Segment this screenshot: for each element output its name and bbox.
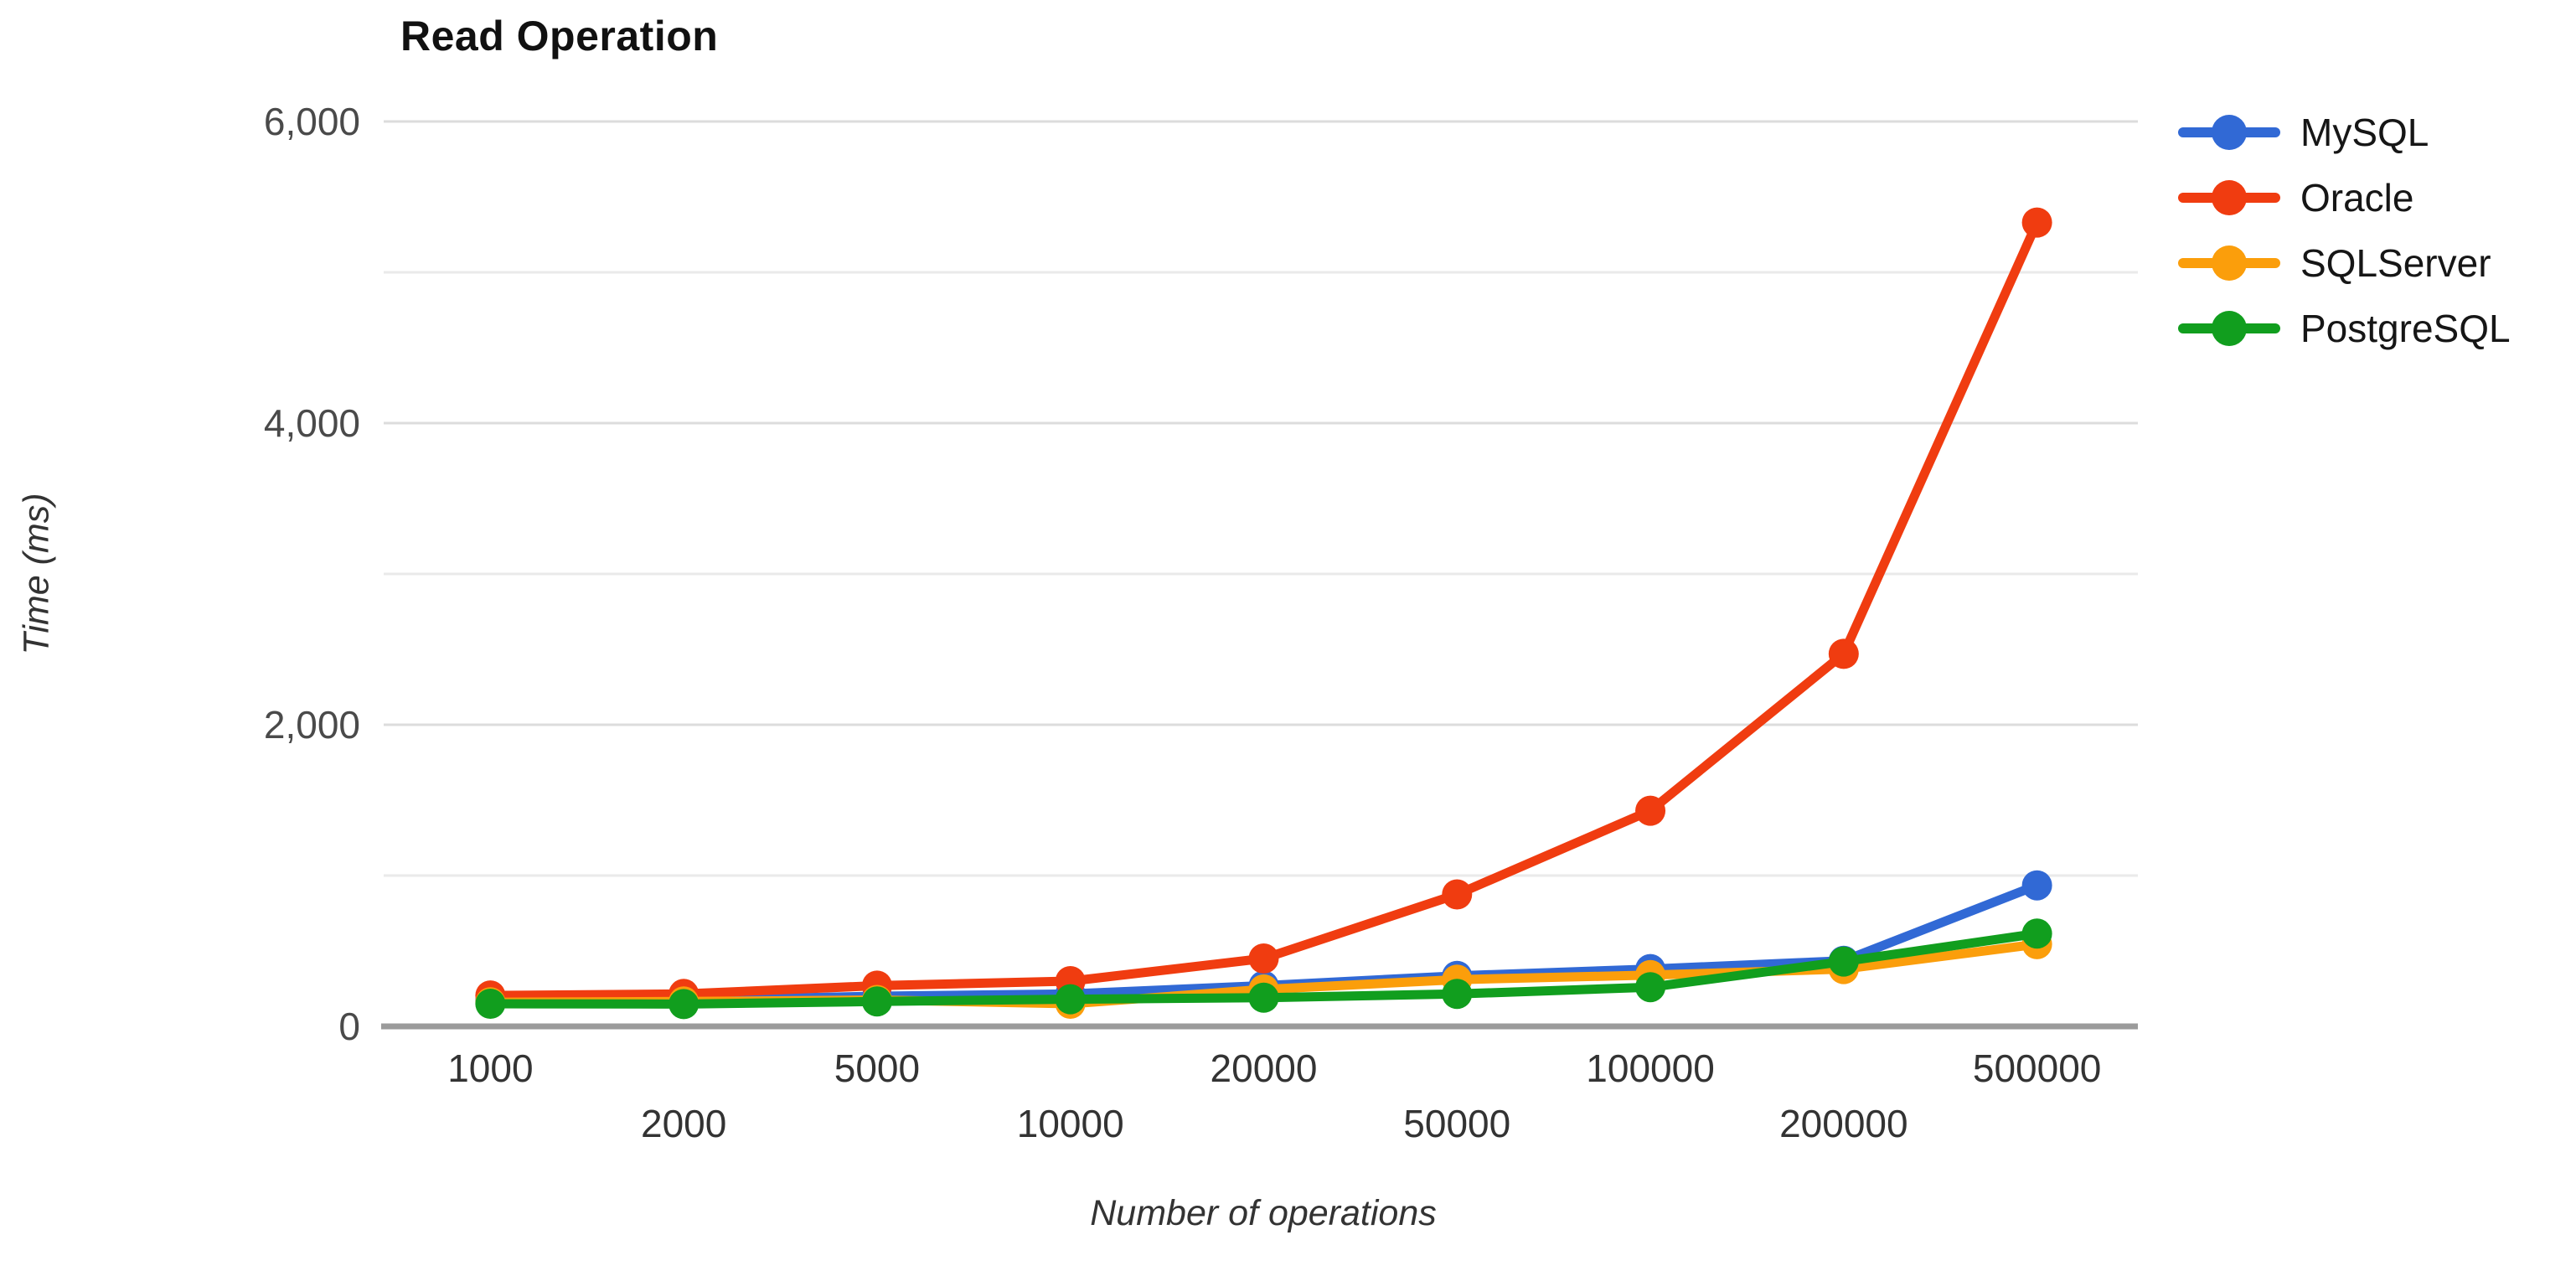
data-point-oracle-20000[interactable] <box>1248 943 1279 974</box>
legend-dot-icon <box>2212 311 2247 346</box>
x-tick-label-100000: 100000 <box>1586 1046 1715 1090</box>
data-point-postgresql-50000[interactable] <box>1442 979 1473 1010</box>
legend-dot-icon <box>2212 180 2247 215</box>
y-tick-label-2000: 2,000 <box>263 703 360 747</box>
legend-item-postgresql[interactable]: PostgreSQL <box>2178 307 2511 350</box>
x-tick-label-1000: 1000 <box>447 1046 534 1090</box>
data-point-postgresql-20000[interactable] <box>1248 982 1279 1013</box>
y-tick-label-6000: 6,000 <box>263 100 360 143</box>
x-tick-label-20000: 20000 <box>1210 1046 1318 1090</box>
data-point-oracle-500000[interactable] <box>2021 207 2052 238</box>
legend-dot-icon <box>2212 245 2247 281</box>
data-point-postgresql-5000[interactable] <box>861 986 892 1017</box>
x-tick-label-2000: 2000 <box>640 1102 727 1145</box>
legend-label-sqlserver: SQLServer <box>2300 241 2491 285</box>
data-point-oracle-100000[interactable] <box>1635 795 1666 826</box>
data-point-postgresql-10000[interactable] <box>1055 984 1086 1015</box>
data-point-postgresql-2000[interactable] <box>669 989 699 1020</box>
data-point-postgresql-1000[interactable] <box>475 989 506 1019</box>
legend-label-oracle: Oracle <box>2300 176 2414 220</box>
legend-line-icon <box>2178 311 2280 346</box>
x-tick-label-200000: 200000 <box>1779 1102 1908 1145</box>
data-point-postgresql-100000[interactable] <box>1635 972 1666 1003</box>
y-tick-label-4000: 4,000 <box>263 401 360 445</box>
data-point-oracle-200000[interactable] <box>1828 638 1859 669</box>
x-tick-label-50000: 50000 <box>1403 1102 1511 1145</box>
x-tick-label-10000: 10000 <box>1016 1102 1124 1145</box>
chart-title: Read Operation <box>400 13 719 59</box>
legend-label-postgresql: PostgreSQL <box>2300 307 2511 350</box>
legend: MySQL Oracle SQLServer PostgreSQL <box>2178 111 2511 375</box>
x-tick-label-5000: 5000 <box>834 1046 921 1090</box>
y-tick-label-0: 0 <box>338 1005 360 1048</box>
legend-item-oracle[interactable]: Oracle <box>2178 176 2511 220</box>
data-point-mysql-500000[interactable] <box>2021 870 2052 901</box>
y-axis-title: Time (ms) <box>16 493 57 655</box>
data-point-postgresql-500000[interactable] <box>2021 918 2052 949</box>
legend-item-mysql[interactable]: MySQL <box>2178 111 2511 154</box>
x-tick-label-500000: 500000 <box>1972 1046 2102 1090</box>
legend-line-icon <box>2178 115 2280 150</box>
data-point-postgresql-200000[interactable] <box>1828 946 1859 977</box>
legend-label-mysql: MySQL <box>2300 111 2429 154</box>
data-point-oracle-50000[interactable] <box>1442 879 1473 910</box>
legend-dot-icon <box>2212 115 2247 150</box>
series-line-oracle <box>485 218 2042 1000</box>
x-axis-title: Number of operations <box>1090 1193 1437 1233</box>
legend-item-sqlserver[interactable]: SQLServer <box>2178 241 2511 285</box>
legend-line-icon <box>2178 180 2280 215</box>
legend-line-icon <box>2178 245 2280 281</box>
